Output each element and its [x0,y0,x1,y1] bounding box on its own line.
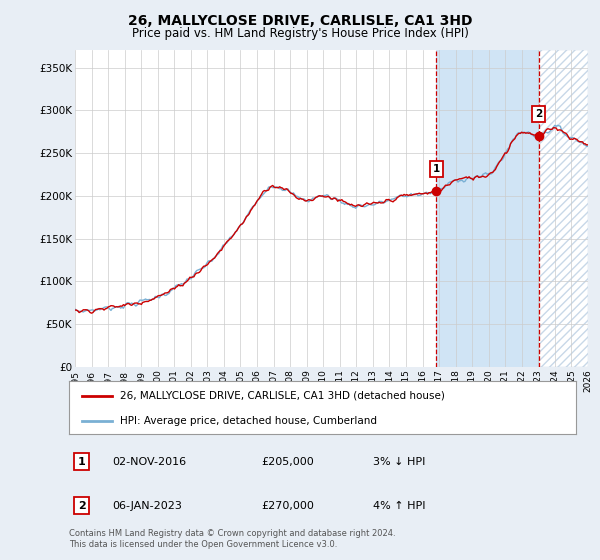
Text: Price paid vs. HM Land Registry's House Price Index (HPI): Price paid vs. HM Land Registry's House … [131,27,469,40]
Text: 1: 1 [433,164,440,174]
Bar [436,50,539,367]
Text: HPI: Average price, detached house, Cumberland: HPI: Average price, detached house, Cumb… [120,416,377,426]
Text: 02-NOV-2016: 02-NOV-2016 [112,457,186,467]
Text: 4% ↑ HPI: 4% ↑ HPI [373,501,426,511]
Text: 1: 1 [78,457,86,467]
Text: 2: 2 [535,109,542,119]
Text: 26, MALLYCLOSE DRIVE, CARLISLE, CA1 3HD: 26, MALLYCLOSE DRIVE, CARLISLE, CA1 3HD [128,14,472,28]
Bar [539,50,588,367]
Text: £205,000: £205,000 [262,457,314,467]
Text: Contains HM Land Registry data © Crown copyright and database right 2024.
This d: Contains HM Land Registry data © Crown c… [69,529,395,549]
Text: 3% ↓ HPI: 3% ↓ HPI [373,457,425,467]
Text: 26, MALLYCLOSE DRIVE, CARLISLE, CA1 3HD (detached house): 26, MALLYCLOSE DRIVE, CARLISLE, CA1 3HD … [120,391,445,401]
Bar [539,50,588,367]
Text: 06-JAN-2023: 06-JAN-2023 [112,501,182,511]
Text: 2: 2 [78,501,86,511]
Text: £270,000: £270,000 [262,501,314,511]
